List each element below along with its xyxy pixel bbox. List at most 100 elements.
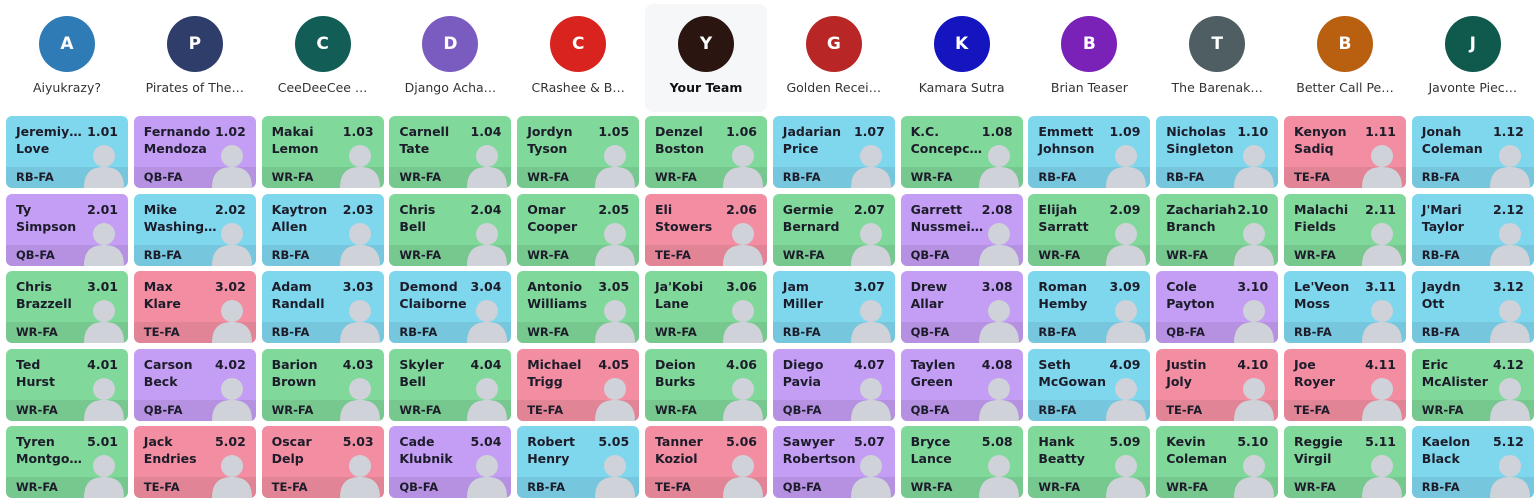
pick-card[interactable]: Ted Hurst 4.01 WR-FA <box>6 348 128 421</box>
pick-card[interactable]: Jam Miller 3.07 RB-FA <box>772 271 895 343</box>
pick-card[interactable]: Seth McGowan 4.09 RB-FA <box>1028 348 1151 421</box>
pick-card[interactable]: Carnell Tate 1.04 WR-FA <box>389 116 512 188</box>
pick-card[interactable]: Demond Claiborne 3.04 RB-FA <box>389 271 512 343</box>
pick-card[interactable]: Adam Randall 3.03 RB-FA <box>261 271 384 343</box>
player-last-name: Johnson <box>1038 141 1095 156</box>
pick-card[interactable]: Ja'Kobi Lane 3.06 WR-FA <box>645 271 767 343</box>
pick-card[interactable]: Tanner Koziol 5.06 TE-FA <box>645 426 767 498</box>
pick-number: 1.11 <box>1365 124 1396 139</box>
pick-number: 1.05 <box>598 124 630 139</box>
pick-card[interactable]: K.C. Concepc… 1.08 WR-FA <box>900 116 1023 188</box>
pick-card[interactable]: Kaytron Allen 2.03 RB-FA <box>261 193 384 266</box>
pick-card[interactable]: Deion Burks 4.06 WR-FA <box>645 348 767 421</box>
team-avatar: J <box>1444 16 1501 72</box>
pick-card[interactable]: Kevin Coleman 5.10 WR-FA <box>1156 426 1279 498</box>
player-last-name: Claiborne <box>399 296 467 311</box>
player-first-name: Zachariah <box>1166 201 1237 217</box>
pick-card[interactable]: Chris Brazzell 3.01 WR-FA <box>6 271 128 343</box>
pick-number: 3.10 <box>1237 279 1269 294</box>
team-avatar: A <box>39 16 95 72</box>
player-silhouette <box>978 300 1019 343</box>
pick-card[interactable]: Diego Pavia 4.07 QB-FA <box>772 348 895 421</box>
player-position: TE-FA <box>655 247 691 262</box>
pick-card[interactable]: Eli Stowers 2.06 TE-FA <box>645 193 767 266</box>
pick-card[interactable]: Makai Lemon 1.03 WR-FA <box>261 116 384 188</box>
pick-card[interactable]: Oscar Delp 5.03 TE-FA <box>261 426 384 498</box>
pick-number: 5.05 <box>598 434 630 449</box>
player-first-name: Jonah <box>1421 124 1462 139</box>
pick-card[interactable]: Eric McAlister 4.12 WR-FA <box>1411 348 1534 421</box>
pick-card[interactable]: Reggie Virgil 5.11 WR-FA <box>1284 426 1406 498</box>
pick-card[interactable]: Elijah Sarratt 2.09 WR-FA <box>1028 193 1151 266</box>
pick-card[interactable]: Carson Beck 4.02 QB-FA <box>133 348 256 421</box>
pick-card[interactable]: Bryce Lance 5.08 WR-FA <box>900 426 1023 498</box>
pick-card[interactable]: Malachi Fields 2.11 WR-FA <box>1284 193 1406 266</box>
team-name: Django Acha… <box>404 80 497 95</box>
pick-number: 4.05 <box>598 356 630 372</box>
pick-card[interactable]: Emmett Johnson 1.09 RB-FA <box>1028 116 1151 188</box>
pick-card[interactable]: Barion Brown 4.03 WR-FA <box>261 348 384 421</box>
pick-card[interactable]: Le'Veon Moss 3.11 RB-FA <box>1284 271 1406 343</box>
player-silhouette <box>1362 455 1402 498</box>
player-position: WR-FA <box>1166 480 1208 494</box>
pick-card[interactable]: Tyren Montgo… 5.01 WR-FA <box>6 426 128 498</box>
pick-card[interactable]: Kaelon Black 5.12 RB-FA <box>1411 426 1534 498</box>
player-last-name: Branch <box>1166 218 1216 234</box>
pick-card[interactable]: Taylen Green 4.08 QB-FA <box>900 348 1023 421</box>
player-first-name: Max <box>143 279 173 294</box>
pick-card[interactable]: Fernando Mendoza 1.02 QB-FA <box>133 116 256 188</box>
pick-card[interactable]: Cade Klubnik 5.04 QB-FA <box>389 426 512 498</box>
pick-card[interactable]: Nicholas Singleton 1.10 RB-FA <box>1156 116 1279 188</box>
pick-card[interactable]: Jadarian Price 1.07 RB-FA <box>772 116 895 188</box>
pick-card[interactable]: Sawyer Robertson 5.07 QB-FA <box>772 426 895 498</box>
pick-card[interactable]: Jordyn Tyson 1.05 WR-FA <box>517 116 640 188</box>
pick-card[interactable]: Jaydn Ott 3.12 RB-FA <box>1411 271 1534 343</box>
player-silhouette <box>978 222 1019 266</box>
pick-card[interactable]: Chris Bell 2.04 WR-FA <box>389 193 512 266</box>
player-silhouette <box>211 222 252 266</box>
player-last-name: Klare <box>143 296 181 311</box>
pick-card[interactable]: Omar Cooper 2.05 WR-FA <box>517 193 640 266</box>
pick-card[interactable]: Drew Allar 3.08 QB-FA <box>900 271 1023 343</box>
pick-card[interactable]: Germie Bernard 2.07 WR-FA <box>772 193 895 266</box>
player-last-name: Henry <box>527 451 570 466</box>
pick-number: 3.12 <box>1492 279 1524 294</box>
pick-card[interactable]: Max Klare 3.02 TE-FA <box>133 271 256 343</box>
pick-card[interactable]: J'Mari Taylor 2.12 RB-FA <box>1411 193 1534 266</box>
pick-card[interactable]: Garrett Nussmei… 2.08 QB-FA <box>900 193 1023 266</box>
player-last-name: McAlister <box>1421 373 1488 389</box>
pick-card[interactable]: Ty Simpson 2.01 QB-FA <box>6 193 128 266</box>
player-silhouette <box>84 377 124 421</box>
team-name: The Barenak… <box>1171 80 1263 95</box>
player-first-name: Hank <box>1038 434 1075 449</box>
player-last-name: Taylor <box>1421 218 1464 234</box>
player-silhouette <box>1106 300 1147 343</box>
team-avatar: B <box>1317 16 1373 72</box>
team-name: Aiyukrazy? <box>33 80 101 95</box>
player-silhouette <box>1489 300 1530 343</box>
pick-card[interactable]: Denzel Boston 1.06 WR-FA <box>645 116 767 188</box>
pick-number: 3.07 <box>853 279 885 294</box>
pick-card[interactable]: Jack Endries 5.02 TE-FA <box>133 426 256 498</box>
pick-card[interactable]: Justin Joly 4.10 TE-FA <box>1156 348 1279 421</box>
player-last-name: Koziol <box>655 451 698 466</box>
pick-card[interactable]: Jonah Coleman 1.12 RB-FA <box>1411 116 1534 188</box>
pick-card[interactable]: Mike Washing… 2.02 RB-FA <box>133 193 256 266</box>
pick-card[interactable]: Michael Trigg 4.05 TE-FA <box>517 348 640 421</box>
pick-card[interactable]: Robert Henry 5.05 RB-FA <box>517 426 640 498</box>
pick-number: 5.04 <box>470 434 502 449</box>
player-first-name: Robert <box>527 434 575 449</box>
pick-card[interactable]: Hank Beatty 5.09 WR-FA <box>1028 426 1151 498</box>
pick-card[interactable]: Skyler Bell 4.04 WR-FA <box>389 348 512 421</box>
pick-card[interactable]: Kenyon Sadiq 1.11 TE-FA <box>1284 116 1406 188</box>
player-silhouette <box>1489 145 1530 188</box>
pick-card[interactable]: Joe Royer 4.11 TE-FA <box>1284 348 1406 421</box>
pick-card[interactable]: Cole Payton 3.10 QB-FA <box>1156 271 1279 343</box>
player-first-name: Jadarian <box>782 124 842 139</box>
pick-card[interactable]: Jeremiy… Love 1.01 RB-FA <box>6 116 128 188</box>
pick-card[interactable]: Zachariah Branch 2.10 WR-FA <box>1156 193 1279 266</box>
player-silhouette <box>1106 222 1147 266</box>
pick-number: 2.11 <box>1365 201 1396 217</box>
pick-card[interactable]: Antonio Williams 3.05 WR-FA <box>517 271 640 343</box>
pick-card[interactable]: Roman Hemby 3.09 RB-FA <box>1028 271 1151 343</box>
